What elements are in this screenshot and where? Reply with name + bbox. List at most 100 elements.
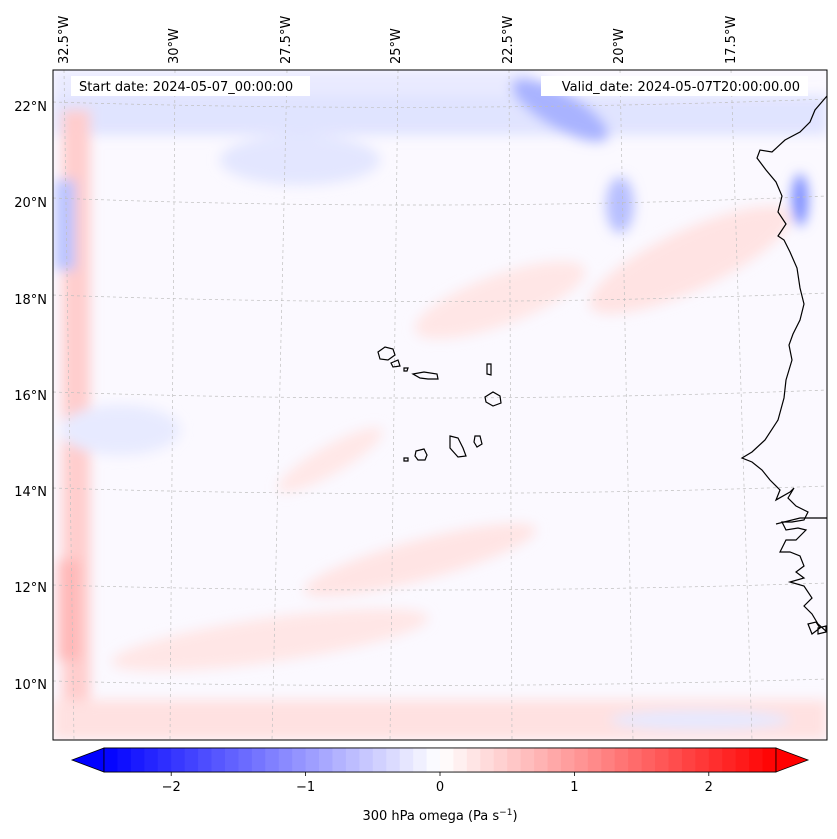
colorbar-step — [198, 748, 213, 772]
colorbar-step — [507, 748, 522, 772]
colorbar-step — [453, 748, 468, 772]
colorbar-tick-label: 0 — [436, 780, 444, 795]
colorbar-step — [628, 748, 643, 772]
island-santa-luzia — [403, 367, 409, 372]
colorbar-step — [466, 748, 481, 772]
colorbar-step — [171, 748, 186, 772]
gridline-lat — [53, 195, 827, 206]
colorbar-step — [130, 748, 145, 772]
colorbar-step — [574, 748, 589, 772]
colorbar-step — [735, 748, 750, 772]
island-sal — [486, 363, 492, 376]
colorbar-step — [426, 748, 441, 772]
colorbar-step — [493, 748, 508, 772]
lat-label: 10°N — [14, 678, 47, 693]
map-frame — [52, 69, 828, 741]
colorbar-step — [359, 748, 374, 772]
colorbar-step — [292, 748, 307, 772]
colorbar-step — [668, 748, 683, 772]
colorbar-tick-label: −2 — [162, 780, 181, 795]
colorbar-step — [520, 748, 535, 772]
gridline-lon — [730, 70, 753, 740]
island-boa-vista — [484, 391, 502, 407]
colorbar-tick-label: 2 — [705, 780, 713, 795]
colorbar-step — [722, 748, 737, 772]
gridline-lat — [53, 292, 827, 302]
colorbar-step — [587, 748, 602, 772]
colorbar-tick-label: 1 — [570, 780, 578, 795]
gridline-lat — [53, 98, 827, 108]
island-sao-vicente — [390, 359, 401, 368]
colorbar-step — [104, 748, 118, 772]
field-blob-red-5 — [277, 427, 383, 493]
colorbar-step — [547, 748, 562, 772]
island-fogo — [414, 448, 428, 461]
lon-label: 30°W — [167, 28, 182, 64]
colorbar-step — [117, 748, 132, 772]
latitude-labels: 22°N 20°N 18°N 16°N 14°N 12°N 10°N — [14, 100, 47, 693]
lat-label: 20°N — [14, 196, 47, 211]
field-blob-red-2 — [414, 261, 586, 339]
colorbar-step — [224, 748, 239, 772]
colorbar-step — [560, 748, 575, 772]
cape-verde-islands — [377, 346, 502, 462]
colorbar-step — [238, 748, 253, 772]
field-blob-blue-west — [60, 405, 180, 455]
start-date-box — [71, 76, 310, 96]
colorbar-step — [184, 748, 199, 772]
longitude-labels: 32.5°W 30°W 27.5°W 25°W 22.5°W 20°W 17.5… — [57, 16, 739, 64]
colorbar-step — [332, 748, 347, 772]
africa-coastline — [740, 95, 827, 633]
colorbar-step — [345, 748, 360, 772]
field-blob-blue-north — [220, 135, 380, 185]
gridline-lon — [619, 70, 634, 740]
lat-label: 12°N — [14, 581, 47, 596]
island-santo-antao — [377, 346, 396, 361]
gridlines — [53, 70, 827, 740]
colorbar-step — [251, 748, 266, 772]
coastline-gambia — [775, 517, 827, 525]
gridline-lon — [63, 70, 75, 740]
lon-label: 27.5°W — [279, 16, 294, 64]
colorbar: −2 −1 0 1 2 300 hPa omega (Pa s−1) — [70, 747, 810, 824]
coastline-guinea-islands — [807, 621, 827, 635]
colorbar-step — [278, 748, 293, 772]
coastlines — [740, 95, 827, 635]
colorbar-step — [157, 748, 172, 772]
field-blob-red-3 — [303, 523, 537, 597]
colorbar-steps — [103, 747, 777, 773]
gridline-lon — [169, 70, 176, 740]
colorbar-step — [641, 748, 656, 772]
lon-label: 17.5°W — [724, 16, 739, 64]
colorbar-step — [372, 748, 387, 772]
colorbar-step — [305, 748, 320, 772]
island-maio — [473, 435, 483, 448]
lat-label: 22°N — [14, 100, 47, 115]
colorbar-step — [749, 748, 764, 772]
colorbar-step — [399, 748, 414, 772]
colorbar-step — [655, 748, 669, 772]
lon-label: 22.5°W — [501, 16, 516, 64]
field-blob-coast-blue — [792, 174, 808, 226]
colorbar-extend-min — [70, 747, 105, 773]
colorbar-step — [319, 748, 333, 772]
gridline-lat — [53, 485, 827, 494]
field-blob-west-red-south — [58, 560, 80, 660]
colorbar-title: 300 hPa omega (Pa s−1) — [362, 808, 517, 824]
lat-label: 16°N — [14, 389, 47, 404]
colorbar-step — [614, 748, 629, 772]
island-brava — [403, 457, 409, 462]
map-background — [53, 70, 827, 740]
valid-date-box — [541, 76, 808, 96]
field-blob-west-blue — [55, 180, 75, 270]
island-santiago — [449, 435, 467, 458]
omega-field — [53, 70, 827, 740]
field-blob-ne-streak — [511, 78, 609, 142]
lat-label: 14°N — [14, 485, 47, 500]
colorbar-step — [480, 748, 495, 772]
colorbar-step — [144, 748, 159, 772]
lon-label: 20°W — [612, 28, 627, 64]
colorbar-step — [534, 748, 549, 772]
colorbar-step — [601, 748, 616, 772]
